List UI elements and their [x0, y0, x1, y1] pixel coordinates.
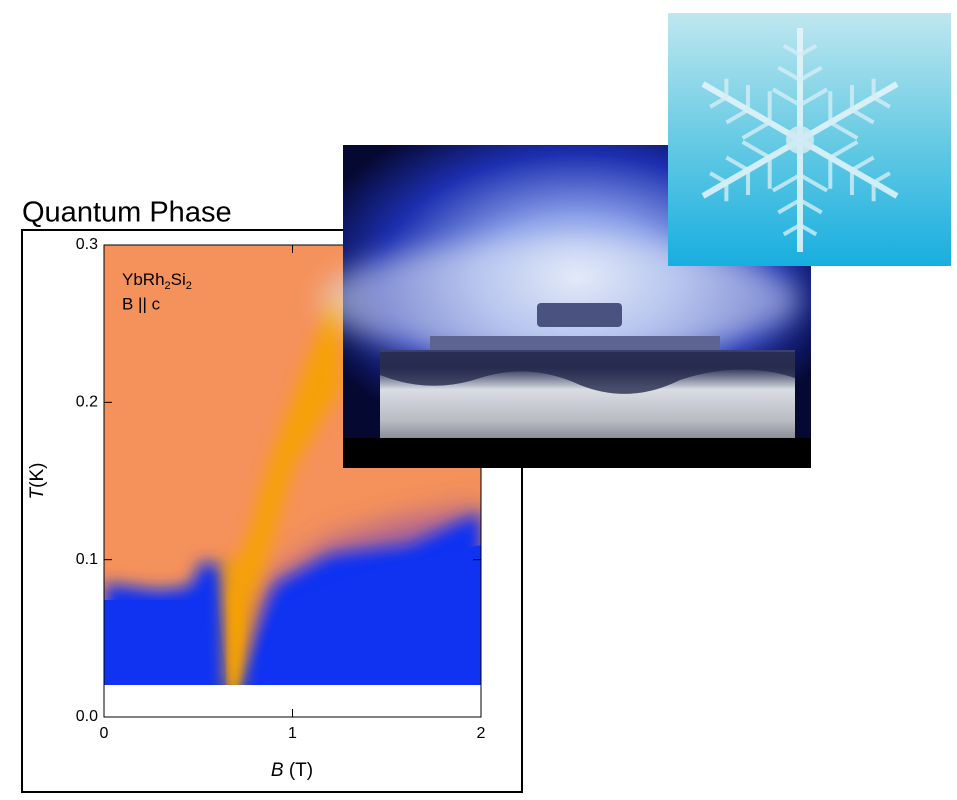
flake-branch: [798, 173, 829, 193]
y-axis-title: T(K): [27, 463, 48, 500]
flake-branch: [771, 173, 802, 193]
flake-branch: [850, 108, 875, 125]
flake-branch: [829, 140, 859, 160]
x-unit: (T): [289, 760, 313, 781]
x-axis-title: B (T): [271, 760, 313, 781]
flake-branch: [798, 65, 823, 82]
flake-branch: [709, 171, 728, 185]
compound-part: YbRh: [122, 270, 165, 289]
flake-branch: [872, 171, 891, 185]
y-tick-label: 0.1: [76, 551, 98, 568]
compound-part: Si: [171, 270, 186, 289]
flake-branch: [798, 198, 823, 215]
y-symbol: T: [27, 486, 48, 499]
flake-branch: [777, 65, 802, 82]
x-tick-label: 1: [288, 725, 297, 742]
flake-arm: [798, 137, 899, 199]
y-tick-label: 0.0: [76, 708, 98, 725]
flake-branch: [850, 155, 875, 172]
x-symbol: B: [271, 760, 284, 781]
phase-heatmap: [104, 245, 481, 717]
flake-branch: [771, 87, 802, 107]
flake-center: [786, 126, 814, 154]
flake-branch: [741, 120, 771, 140]
flake-branch: [741, 140, 771, 160]
flake-branch: [782, 223, 802, 237]
y-tick-label: 0.2: [76, 394, 98, 411]
slide-title: Quantum Phase: [22, 197, 232, 229]
flake-branch: [782, 43, 802, 57]
flake-branch: [725, 155, 750, 172]
flake-branch: [798, 87, 829, 107]
compound-subscript: 2: [186, 280, 192, 292]
x-tick-label: 0: [100, 725, 109, 742]
compound-subscript: 2: [165, 280, 171, 292]
field-direction: B || c: [122, 294, 161, 313]
flake-arm: [701, 137, 802, 199]
flake-branch: [777, 198, 802, 215]
flake-arm: [701, 81, 802, 143]
flake-branch: [798, 223, 818, 237]
flake-branch: [725, 108, 750, 125]
snowflake-photo: [668, 13, 951, 266]
y-unit: (K): [27, 463, 48, 488]
x-tick-label: 2: [477, 725, 486, 742]
flake-branch: [709, 95, 728, 109]
y-tick-label: 0.3: [76, 236, 98, 253]
flake-branch: [872, 95, 891, 109]
compound-label: YbRh2Si2: [122, 270, 192, 291]
flake-arm: [798, 81, 899, 143]
flake-branch: [798, 43, 818, 57]
flake-branch: [829, 120, 859, 140]
